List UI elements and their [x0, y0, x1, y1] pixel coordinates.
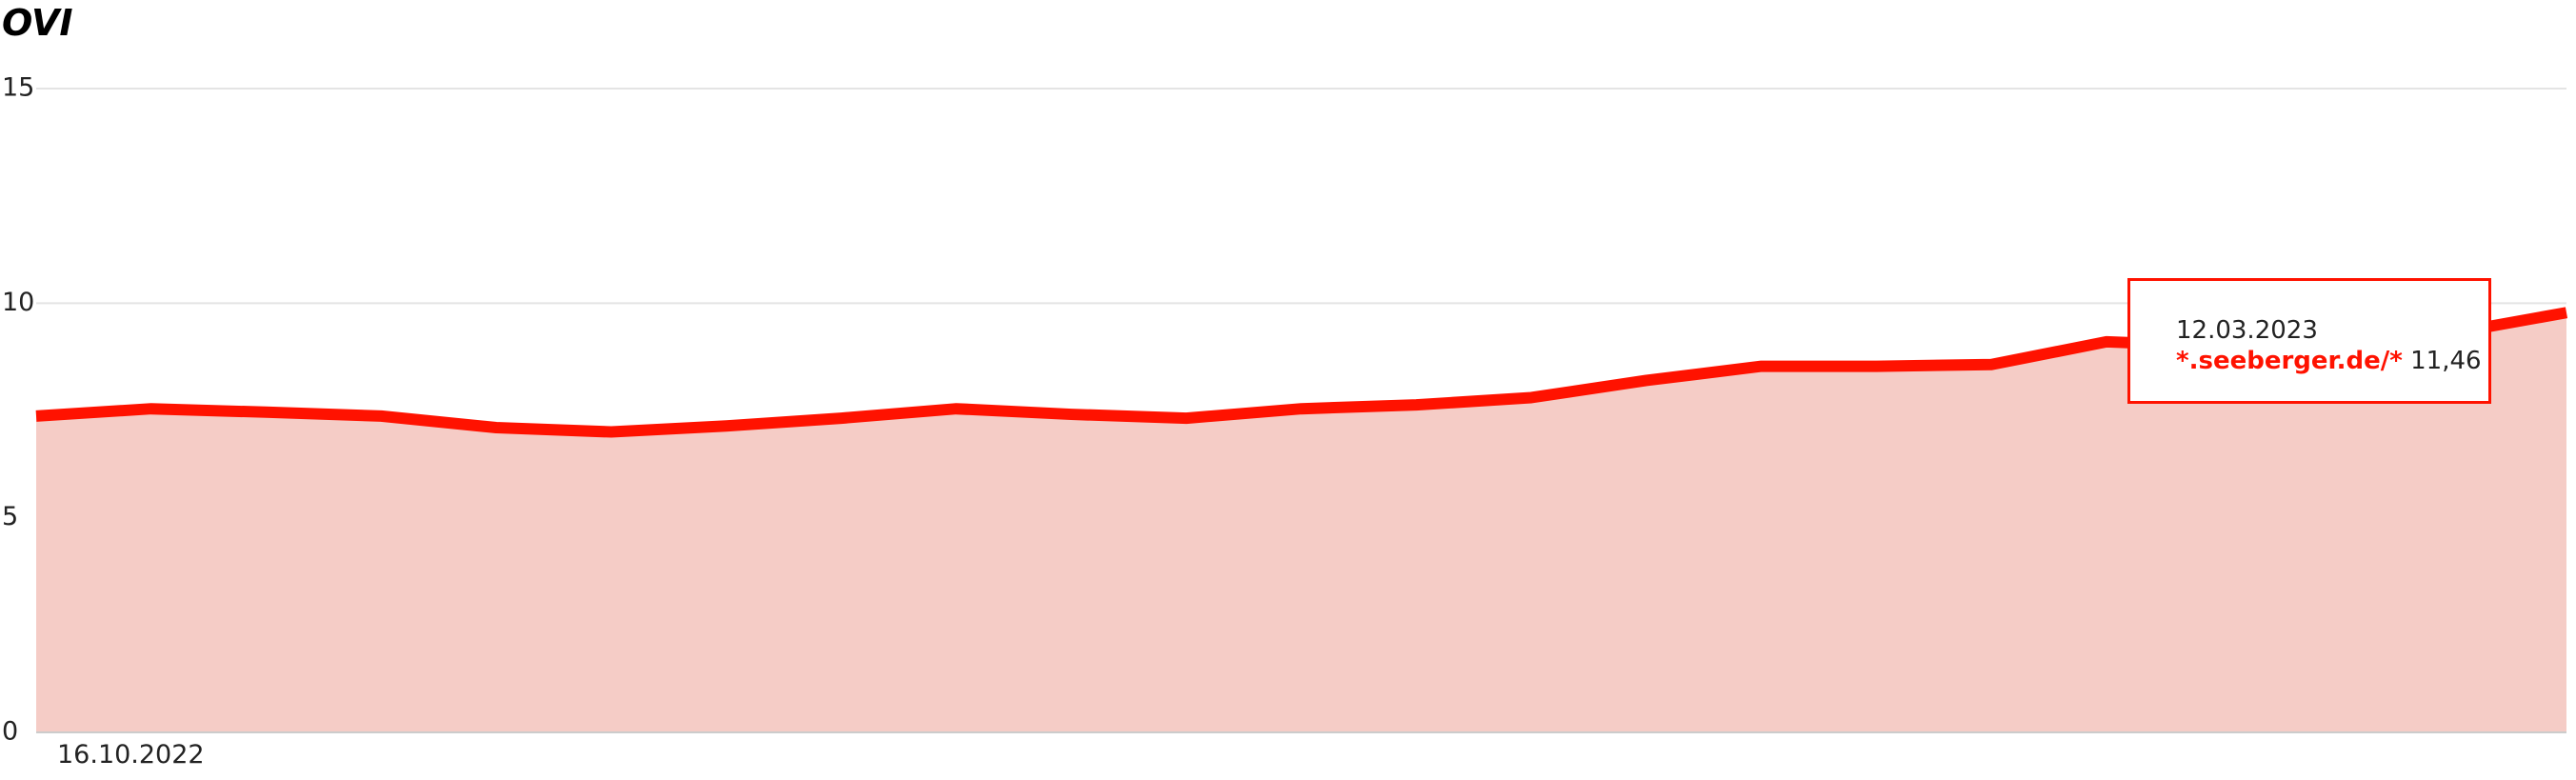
y-tick-label: 0 — [2, 717, 18, 747]
area — [36, 312, 2566, 732]
tooltip: 12.03.2023 *.seeberger.de/* 11,46 — [2127, 278, 2491, 404]
y-tick-label: 5 — [2, 502, 18, 531]
logo: OVI — [2, 2, 73, 44]
tooltip-date: 12.03.2023 — [2176, 316, 2318, 345]
tooltip-row: *.seeberger.de/* 11,46 — [2176, 346, 2488, 376]
y-tick-label: 10 — [2, 288, 34, 317]
tooltip-value: 11,46 — [2410, 347, 2482, 375]
x-tick-label: 16.10.2022 — [57, 740, 205, 770]
y-tick-label: 15 — [2, 73, 34, 103]
tooltip-series: *.seeberger.de/* — [2176, 347, 2403, 375]
